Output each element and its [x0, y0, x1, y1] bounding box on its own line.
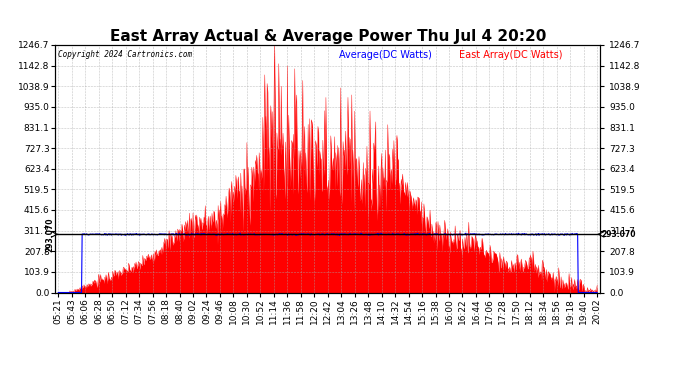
- Text: Copyright 2024 Cartronics.com: Copyright 2024 Cartronics.com: [58, 50, 192, 59]
- Text: East Array(DC Watts): East Array(DC Watts): [459, 50, 562, 60]
- Title: East Array Actual & Average Power Thu Jul 4 20:20: East Array Actual & Average Power Thu Ju…: [110, 29, 546, 44]
- Text: Average(DC Watts): Average(DC Watts): [339, 50, 431, 60]
- Text: 293.070: 293.070: [601, 230, 635, 239]
- Text: 293.070: 293.070: [46, 217, 55, 252]
